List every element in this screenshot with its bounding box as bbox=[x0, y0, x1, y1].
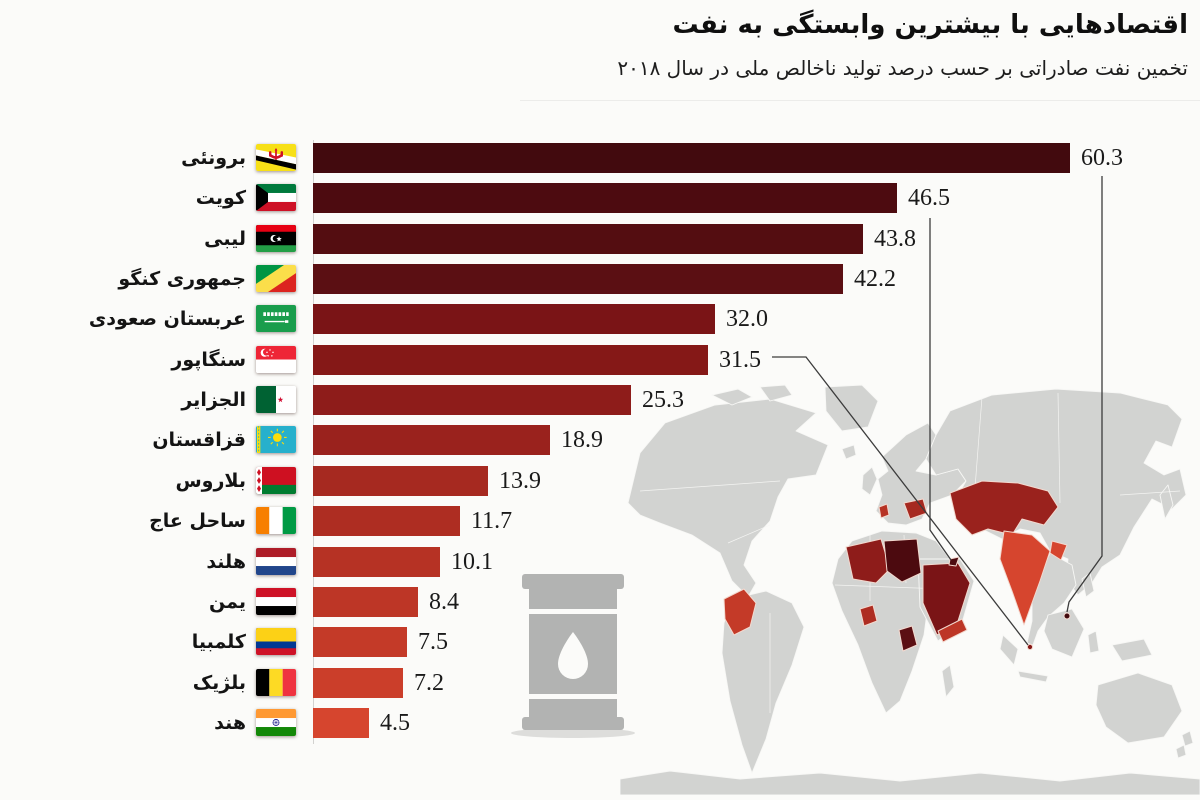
value-label: 8.4 bbox=[429, 588, 459, 615]
country-label: الجزایر bbox=[181, 389, 246, 412]
chart-row: یمن 8.4 bbox=[0, 586, 1200, 618]
chart-row: کویت 46.5 bbox=[0, 182, 1200, 214]
chart-row: سنگاپور 31.5 bbox=[0, 344, 1200, 376]
yemen-flag-icon bbox=[256, 587, 296, 615]
country-label: لیبی bbox=[204, 227, 246, 250]
brunei-flag-icon bbox=[256, 144, 296, 171]
algeria-flag-icon bbox=[256, 386, 296, 414]
value-label: 7.2 bbox=[414, 669, 444, 696]
bar-belgium bbox=[313, 667, 403, 698]
bar-algeria bbox=[313, 385, 631, 416]
bar-india bbox=[313, 707, 369, 738]
continent-australia bbox=[1095, 672, 1183, 744]
map-country-india-northeast bbox=[1049, 540, 1068, 561]
bar-brunei bbox=[313, 143, 1070, 173]
singapore-flag-icon bbox=[256, 345, 296, 373]
chart-row: بلاروس 13.9 bbox=[0, 465, 1200, 497]
chart-row: هند 4.5 bbox=[0, 707, 1200, 739]
oil-drop-icon bbox=[558, 632, 588, 679]
value-label: 46.5 bbox=[908, 185, 950, 212]
country-label: هلند bbox=[206, 550, 246, 573]
value-label: 32.0 bbox=[726, 306, 768, 333]
country-label: یمن bbox=[209, 590, 246, 613]
bar-belarus bbox=[313, 465, 488, 496]
belgium-flag-icon bbox=[256, 668, 296, 696]
country-label: قزاقستان bbox=[152, 429, 246, 452]
chart-row: هلند 10.1 bbox=[0, 546, 1200, 578]
value-label: 13.9 bbox=[499, 467, 541, 494]
value-label: 4.5 bbox=[380, 709, 410, 736]
value-label: 7.5 bbox=[418, 629, 448, 656]
country-label: بلاروس bbox=[175, 469, 246, 492]
bar-kazakhstan bbox=[313, 425, 550, 456]
country-label: ساحل عاج bbox=[149, 510, 246, 533]
map-country-colombia bbox=[723, 588, 757, 636]
country-label: برونئی bbox=[181, 147, 246, 169]
value-label: 60.3 bbox=[1081, 145, 1123, 171]
value-label: 42.2 bbox=[854, 266, 896, 293]
netherlands-flag-icon bbox=[256, 547, 296, 575]
chart-row: قزاقستان 18.9 bbox=[0, 424, 1200, 456]
value-label: 43.8 bbox=[874, 225, 916, 252]
page-title: اقتصادهایی با بیشترین وابستگی به نفت bbox=[672, 10, 1188, 40]
chart-row: ساحل عاج 11.7 bbox=[0, 505, 1200, 537]
bar-yemen bbox=[313, 586, 418, 617]
bar-colombia bbox=[313, 627, 407, 658]
belarus-flag-icon bbox=[256, 466, 296, 494]
continent-antarctica bbox=[620, 770, 1200, 795]
bar-ivory-coast bbox=[313, 506, 460, 537]
chart-row: لیبی 43.8 bbox=[0, 223, 1200, 255]
kazakhstan-flag-icon bbox=[256, 426, 296, 454]
bar-libya bbox=[313, 223, 863, 254]
chart-row: کلمبیا 7.5 bbox=[0, 626, 1200, 658]
libya-flag-icon bbox=[256, 224, 296, 252]
chart-row: برونئی 60.3 bbox=[0, 142, 1200, 174]
oil-barrel-icon bbox=[511, 574, 635, 738]
country-label: عربستان صعودی bbox=[88, 308, 246, 331]
value-label: 31.5 bbox=[719, 346, 761, 373]
india-flag-icon bbox=[256, 708, 296, 736]
map-country-brunei bbox=[1063, 612, 1071, 620]
country-label: کویت bbox=[195, 187, 246, 210]
chart-row: عربستان صعودی 32.0 bbox=[0, 303, 1200, 335]
bar-kuwait bbox=[313, 183, 897, 214]
chart-row: جمهوری کنگو 42.2 bbox=[0, 263, 1200, 295]
page-subtitle: تخمین نفت صادراتی بر حسب درصد تولید ناخا… bbox=[617, 56, 1188, 80]
bar-netherlands bbox=[313, 546, 440, 577]
congo-republic-flag-icon bbox=[256, 265, 296, 293]
country-label: کلمبیا bbox=[191, 631, 246, 654]
country-label: سنگاپور bbox=[171, 348, 246, 371]
header-divider bbox=[520, 100, 1200, 101]
saudi-arabia-flag-icon bbox=[256, 305, 296, 333]
bar-congo-republic bbox=[313, 264, 843, 295]
chart-row: بلژیک 7.2 bbox=[0, 667, 1200, 699]
map-country-singapore bbox=[1026, 643, 1034, 651]
value-label: 10.1 bbox=[451, 548, 493, 575]
kuwait-flag-icon bbox=[256, 184, 296, 212]
colombia-flag-icon bbox=[256, 628, 296, 656]
country-label: هند bbox=[214, 711, 246, 734]
value-label: 11.7 bbox=[471, 508, 513, 535]
country-label: جمهوری کنگو bbox=[118, 268, 246, 291]
value-label: 25.3 bbox=[642, 387, 684, 414]
value-label: 18.9 bbox=[561, 427, 603, 454]
ivory-coast-flag-icon bbox=[256, 507, 296, 535]
country-label: بلژیک bbox=[192, 671, 246, 694]
chart-row: الجزایر 25.3 bbox=[0, 384, 1200, 416]
bar-singapore bbox=[313, 344, 708, 375]
bar-saudi-arabia bbox=[313, 304, 715, 335]
